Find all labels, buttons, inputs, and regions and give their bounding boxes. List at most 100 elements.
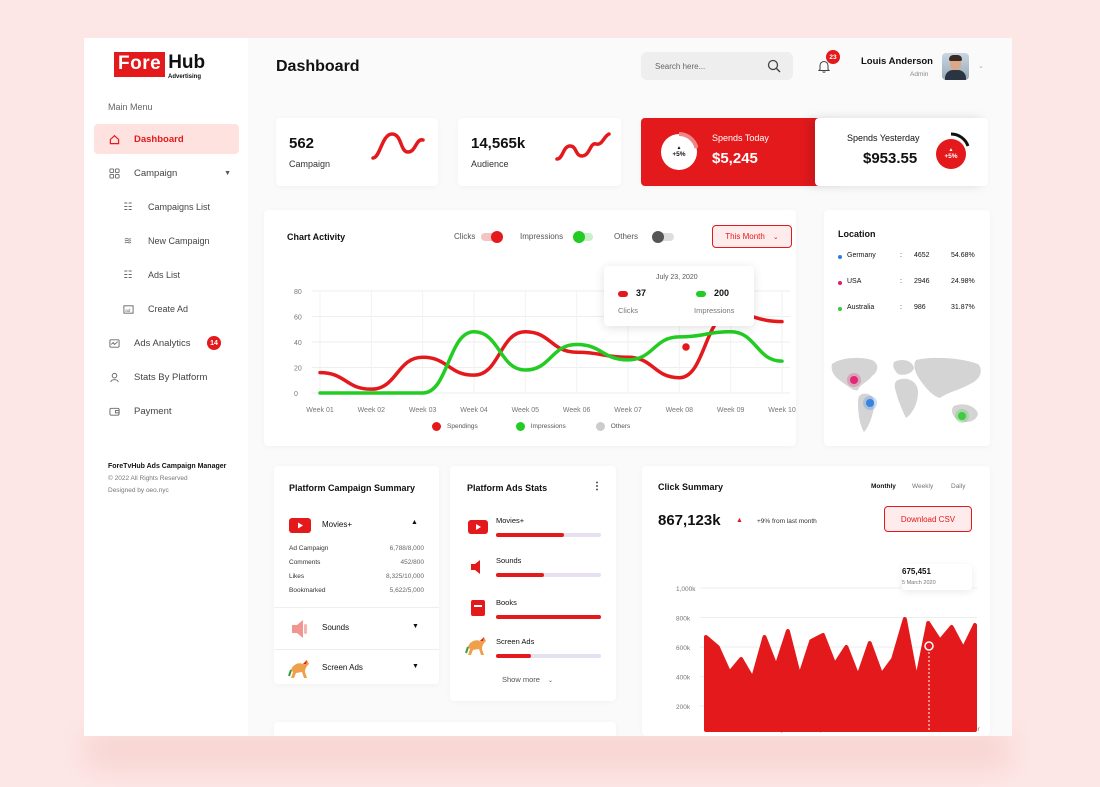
audience-stat-card: 14,565k Audience [458, 118, 621, 186]
footer-copyright: © 2022 All Rights Reserved [108, 475, 188, 482]
sidebar-item-new-campaign[interactable]: ≋ New Campaign [94, 226, 239, 256]
ads-stats-title: Platform Ads Stats [467, 483, 548, 493]
platform-summary-title: Platform Campaign Summary [289, 483, 416, 493]
sidebar-item-stats-by-platform[interactable]: Stats By Platform [94, 362, 239, 392]
main-menu-label: Main Menu [108, 102, 153, 112]
click-change: +9% from last month [757, 518, 817, 525]
search-icon[interactable] [767, 59, 781, 75]
chevron-down-icon[interactable]: ▼ [224, 169, 231, 177]
spends-today-change: ▲ +5% [664, 145, 694, 158]
clicks-swatch [618, 291, 628, 297]
summary-detail-row: Bookmarked 5,622/5,000 [289, 587, 424, 594]
location-count: 2946 [914, 278, 930, 285]
arrow-up-icon: ▲ [676, 145, 682, 151]
location-count: 4652 [914, 252, 930, 259]
sidebar-nav: Dashboard Campaign ▼ ☷ Campaigns List ≋ … [94, 124, 239, 430]
platform-summary-card [274, 466, 439, 684]
summary-movies-label: Movies+ [322, 520, 353, 529]
notification-badge: 14 [207, 336, 221, 350]
location-list: Germany : 4652 54.68% USA : 2946 24.98% … [838, 252, 978, 330]
sidebar-item-ads-analytics[interactable]: Ads Analytics 14 [94, 328, 239, 358]
arrow-up-icon: ▲ [948, 147, 954, 153]
chevron-down-icon[interactable]: ▼ [412, 623, 419, 630]
legend-others: Others [610, 423, 631, 430]
series-line-impressions [318, 330, 784, 395]
chart-legend: Spendings Impressions Others [432, 422, 630, 431]
sidebar-item-payment[interactable]: Payment [94, 396, 239, 426]
legend-others-dot [595, 422, 605, 431]
click-summary-title: Click Summary [658, 482, 724, 492]
speaker-icon [289, 618, 311, 645]
horse-icon [464, 633, 490, 662]
click-area [704, 617, 977, 732]
ads-stat-progress [496, 615, 601, 619]
sidebar-item-create-ad[interactable]: ad Create Ad [94, 294, 239, 324]
spends-yesterday-change: ▲ +5% [938, 147, 964, 160]
clicks-toggle[interactable]: Clicks [454, 230, 504, 243]
ads-stat-track [496, 654, 601, 658]
location-percent: 31.87% [951, 304, 975, 311]
sidebar-item-dashboard[interactable]: Dashboard [94, 124, 239, 154]
ads-stat-progress [496, 533, 565, 537]
hover-point [924, 641, 934, 651]
location-separator: : [900, 278, 902, 285]
y-tick-label: 60 [294, 315, 302, 322]
wallet-icon [108, 405, 120, 417]
spends-today-label: Spends Today [712, 133, 769, 143]
grid-icon [108, 167, 120, 179]
list-icon: ☷ [123, 269, 133, 281]
sidebar-item-ads-list[interactable]: ☷ Ads List [94, 260, 239, 290]
show-more-button[interactable]: Show more ⌄ [502, 675, 553, 684]
x-tick-label: Week 01 [306, 407, 334, 414]
search-input[interactable]: Search here... [641, 52, 793, 80]
bell-icon[interactable] [817, 60, 831, 78]
chevron-down-icon[interactable]: ⌄ [978, 63, 984, 70]
chart-activity-card [264, 210, 796, 446]
y-tick-label: 200k [676, 704, 691, 711]
sidebar-item-label: Campaign [134, 167, 178, 179]
chevron-up-icon[interactable]: ▲ [411, 519, 418, 526]
impressions-swatch [696, 291, 706, 297]
list-icon: ☷ [123, 201, 133, 213]
location-dot [838, 307, 842, 311]
location-separator: : [900, 304, 902, 311]
sidebar-item-label: New Campaign [148, 236, 210, 246]
tab-monthly[interactable]: Monthly [871, 483, 896, 490]
avatar[interactable] [942, 53, 969, 80]
impressions-toggle[interactable]: Impressions [520, 230, 594, 243]
location-count: 986 [914, 304, 926, 311]
brand-logo[interactable]: Fore Hub Advertising [114, 52, 205, 82]
legend-impressions: Impressions [530, 423, 566, 430]
ads-stat-label: Screen Ads [496, 637, 535, 646]
y-tick-label: 20 [294, 366, 302, 373]
youtube-icon [289, 518, 311, 533]
spends-today-value: $5,245 [712, 150, 758, 167]
x-tick-label: Week 04 [460, 407, 488, 414]
ads-stats-card [450, 466, 616, 701]
summary-sounds-label: Sounds [322, 623, 350, 632]
x-tick-label: Week 07 [614, 407, 642, 414]
x-tick-label: Week 02 [358, 407, 386, 414]
page-title: Dashboard [276, 58, 360, 75]
spends-today-ring [661, 132, 699, 170]
stack-icon: ≋ [123, 235, 133, 247]
y-tick-label: 40 [294, 340, 302, 347]
book-icon [470, 599, 486, 622]
period-select[interactable]: This Month ⌄ [712, 225, 792, 248]
user-name[interactable]: Louis Anderson [861, 56, 933, 67]
more-options-icon[interactable]: ⋮ [592, 481, 602, 492]
horse-icon [287, 656, 313, 685]
others-toggle[interactable]: Others [614, 230, 675, 243]
ads-stat-progress [496, 654, 531, 658]
download-csv-button[interactable]: Download CSV [884, 506, 972, 532]
sidebar-item-campaign[interactable]: Campaign ▼ [94, 158, 239, 188]
tooltip-impressions-value: 200 [714, 288, 730, 298]
location-country: Australia [847, 304, 875, 311]
sidebar-item-label: Stats By Platform [134, 371, 208, 383]
chevron-down-icon[interactable]: ▼ [412, 663, 419, 670]
tab-weekly[interactable]: Weekly [912, 483, 934, 490]
spends-today-card: ▲ +5% Spends Today $5,245 [641, 118, 841, 186]
campaign-label: Campaign [289, 159, 331, 169]
sidebar-item-campaigns-list[interactable]: ☷ Campaigns List [94, 192, 239, 222]
tab-daily[interactable]: Daily [951, 483, 966, 490]
